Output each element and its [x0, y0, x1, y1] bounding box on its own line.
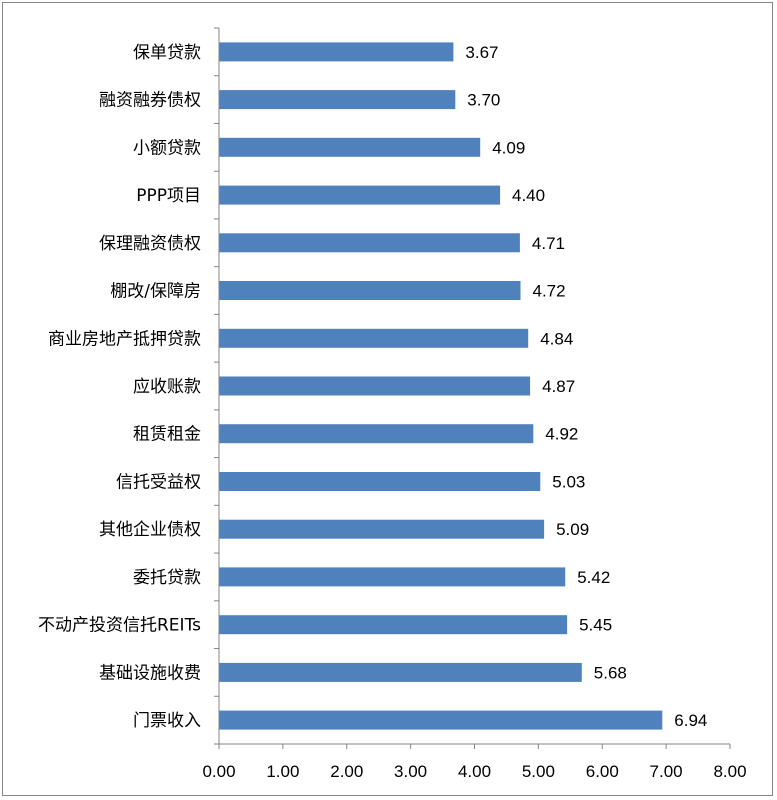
x-tick-label: 3.00 — [394, 762, 427, 781]
bar — [219, 376, 531, 396]
bar — [219, 185, 501, 205]
value-label: 4.71 — [532, 234, 565, 253]
category-label: PPP项目 — [136, 186, 201, 206]
category-label: 融资融券债权 — [99, 91, 201, 111]
category-label: 委托贷款 — [133, 568, 201, 588]
category-label: 保理融资债权 — [99, 234, 201, 254]
value-label: 5.03 — [552, 473, 585, 492]
category-label: 信托受益权 — [116, 473, 201, 493]
category-label: 不动产投资信托REITs — [38, 616, 201, 636]
bar — [219, 519, 545, 539]
x-tick-label: 2.00 — [330, 762, 363, 781]
value-label: 5.09 — [556, 520, 589, 539]
bar — [219, 567, 566, 587]
bar — [219, 328, 529, 348]
x-tick-label: 7.00 — [650, 762, 683, 781]
value-label: 4.92 — [545, 425, 578, 444]
x-tick-label: 0.00 — [202, 762, 235, 781]
bar — [219, 472, 541, 491]
x-tick-label: 5.00 — [522, 762, 555, 781]
value-label: 3.67 — [465, 43, 498, 62]
value-label: 5.42 — [577, 568, 610, 587]
category-label: 保单贷款 — [133, 43, 201, 63]
bar — [219, 281, 521, 300]
value-label: 5.68 — [594, 663, 627, 682]
category-label: 应收账款 — [133, 377, 201, 397]
bar — [219, 42, 454, 62]
bar — [219, 615, 568, 635]
category-label: 门票收入 — [133, 711, 201, 731]
value-label: 4.09 — [492, 138, 525, 157]
bar — [219, 662, 582, 682]
x-tick-label: 6.00 — [586, 762, 619, 781]
category-label: 棚改/保障房 — [110, 282, 201, 302]
bar — [219, 233, 520, 253]
value-label: 4.40 — [512, 186, 545, 205]
bar — [219, 710, 663, 730]
category-label: 小额贷款 — [133, 138, 201, 158]
value-label: 5.45 — [579, 616, 612, 635]
value-label: 4.84 — [540, 329, 573, 348]
category-label: 其他企业债权 — [99, 520, 201, 540]
category-label: 商业房地产抵押贷款 — [48, 329, 201, 349]
value-label: 4.87 — [542, 377, 575, 396]
bar — [219, 90, 456, 110]
category-label: 基础设施收费 — [99, 663, 201, 683]
value-label: 3.70 — [467, 91, 500, 110]
x-tick-label: 8.00 — [713, 762, 746, 781]
category-label: 租赁租金 — [133, 425, 201, 445]
bar — [219, 137, 481, 157]
bar — [219, 424, 534, 444]
value-label: 6.94 — [674, 711, 707, 730]
x-tick-label: 4.00 — [458, 762, 491, 781]
x-tick-label: 1.00 — [266, 762, 299, 781]
value-label: 4.72 — [533, 282, 566, 301]
